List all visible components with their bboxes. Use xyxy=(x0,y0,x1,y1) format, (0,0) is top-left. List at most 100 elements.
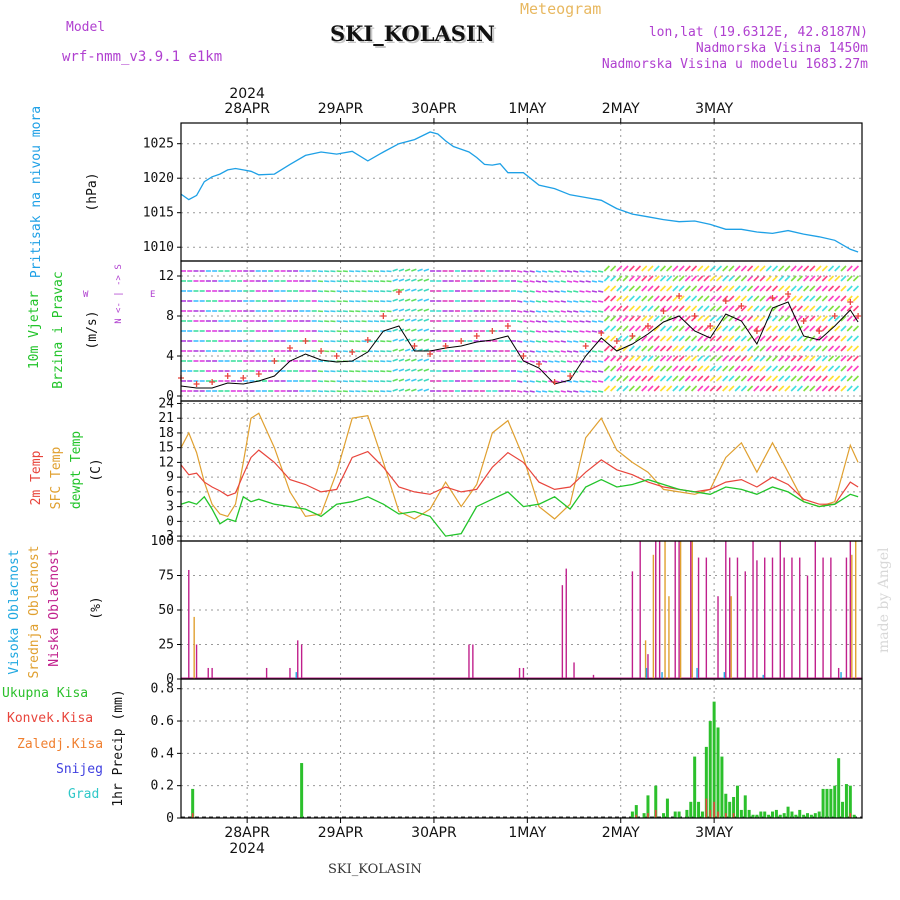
wind-barb xyxy=(728,345,735,352)
wind-barb xyxy=(529,380,535,383)
wind-barb xyxy=(821,315,828,322)
wind-barb xyxy=(330,380,336,383)
precip-total-bar xyxy=(654,785,658,818)
precip-total-bar xyxy=(700,811,704,818)
wind-barb xyxy=(809,295,816,302)
wind-barb xyxy=(317,340,324,343)
x-tick-label-top: 29APR xyxy=(318,101,364,117)
wind-barb xyxy=(684,375,691,382)
wind-gust-marker xyxy=(598,330,605,336)
wind-barb xyxy=(417,318,423,322)
wind-barb xyxy=(336,330,342,333)
wind-barb xyxy=(317,280,324,283)
wind-barb xyxy=(778,275,785,282)
wind-barb xyxy=(548,300,554,303)
wind-barb xyxy=(690,365,698,372)
wind-barb xyxy=(591,270,598,273)
wind-compass-vertical: N <- | -> S xyxy=(114,264,124,324)
wind-barb xyxy=(690,295,698,302)
wind-barb xyxy=(616,275,623,282)
wind-barb xyxy=(417,358,423,362)
y-tick-label: 9 xyxy=(166,470,174,485)
wind-barb xyxy=(535,310,542,313)
wind-barb xyxy=(641,385,648,392)
wind-barb xyxy=(628,285,635,292)
wind-barb xyxy=(324,310,330,313)
model-label: Model xyxy=(66,20,106,35)
y-tick-label: 25 xyxy=(158,638,174,653)
wind-barb xyxy=(560,280,566,283)
wind-barb xyxy=(728,375,735,382)
precip-total-bar xyxy=(848,785,852,818)
wind-barb xyxy=(324,350,330,353)
wind-barb xyxy=(815,285,822,292)
wind-barb xyxy=(548,310,554,313)
wind-barb xyxy=(423,278,430,282)
wind-barb xyxy=(715,265,723,272)
wind-barb xyxy=(771,355,779,362)
wind-barb xyxy=(659,325,666,332)
wind-barb xyxy=(684,325,691,332)
wind-barb xyxy=(666,375,673,382)
wind-barb xyxy=(616,365,623,372)
wind-barb xyxy=(349,290,355,293)
wind-barb xyxy=(554,310,560,313)
wind-barb xyxy=(317,270,324,273)
wind-barb xyxy=(672,305,679,312)
wind-barb xyxy=(697,375,704,382)
wind-gust-marker xyxy=(240,375,247,381)
wind-barb xyxy=(740,355,747,362)
wind-barb xyxy=(653,385,660,392)
wind-barb xyxy=(715,295,723,302)
precip-total-bar xyxy=(697,801,701,818)
wind-barb xyxy=(784,295,791,302)
wind-barb xyxy=(834,275,841,282)
wind-barb xyxy=(815,355,822,362)
wind-barb xyxy=(349,270,355,273)
wind-barb xyxy=(827,345,835,352)
y-tick-label: 0.4 xyxy=(151,746,175,761)
wind-barb xyxy=(392,278,398,282)
wind-barb xyxy=(666,285,673,292)
wind-barb xyxy=(715,375,723,382)
wind-barb xyxy=(647,345,654,352)
wind-barb xyxy=(796,335,803,342)
cloud-high-label: Visoka Oblacnost xyxy=(7,549,22,674)
wind-gust-marker xyxy=(209,379,216,385)
wind-barb xyxy=(809,315,816,322)
wind-barb xyxy=(790,335,797,342)
wind-barb xyxy=(591,370,598,373)
wind-barb xyxy=(349,340,355,343)
wind-barb xyxy=(840,315,847,322)
elevation-label: Nadmorska Visina 1450m xyxy=(695,41,868,56)
wind-barb xyxy=(678,305,685,312)
wind-barb xyxy=(747,385,754,392)
wind-barb xyxy=(815,265,822,272)
wind-barb xyxy=(728,365,735,372)
wind-barb xyxy=(641,265,648,272)
wind-barb xyxy=(529,320,535,323)
wind-axis-label-2: Brzina i Pravac xyxy=(51,271,66,388)
wind-barb xyxy=(355,270,361,273)
wind-barb xyxy=(634,265,642,272)
wind-barb xyxy=(324,370,330,373)
wind-barb xyxy=(598,270,604,273)
wind-barb xyxy=(672,275,679,282)
wind-barb xyxy=(740,315,747,322)
wind-barb xyxy=(809,345,816,352)
precip-total-bar xyxy=(755,814,759,818)
wind-barb xyxy=(709,325,716,332)
y-tick-label: 1015 xyxy=(143,206,174,221)
y-tick-label: 3 xyxy=(166,500,174,515)
precip-conv-bar xyxy=(713,801,715,818)
wind-barb xyxy=(598,350,604,353)
wind-barb xyxy=(380,350,386,353)
wind-barb xyxy=(529,330,535,333)
wind-barb xyxy=(778,355,785,362)
wind-barb xyxy=(827,365,835,372)
wind-barb xyxy=(684,385,691,392)
wind-barb xyxy=(753,295,760,302)
temp-2m-line xyxy=(180,449,859,505)
wind-barb xyxy=(610,285,617,292)
